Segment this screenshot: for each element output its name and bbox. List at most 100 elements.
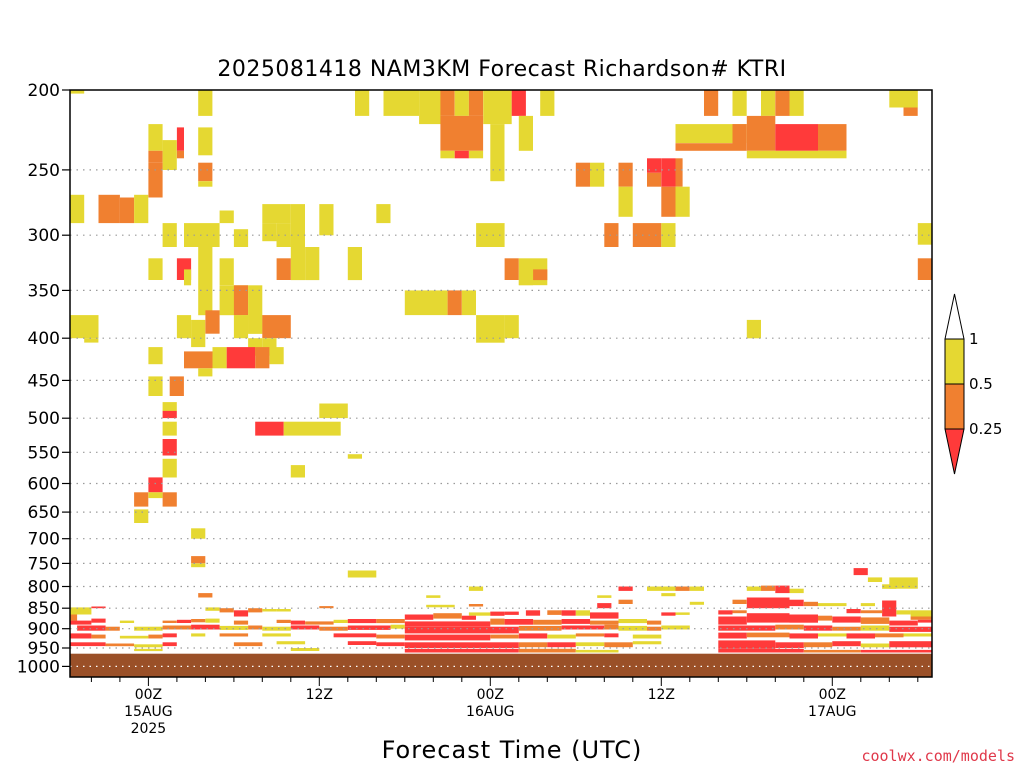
- ri-cell-red: [775, 124, 818, 151]
- ri-cell-red: [504, 619, 534, 625]
- ri-cell-yellow: [233, 315, 249, 339]
- ri-cell-orange: [704, 90, 719, 116]
- ri-cell-red: [860, 649, 932, 653]
- ri-cell-yellow: [276, 235, 291, 247]
- ri-cell-yellow: [440, 150, 455, 159]
- credit-link[interactable]: coolwx.com/models: [861, 747, 1015, 765]
- ri-cell-red: [290, 625, 320, 630]
- ri-cell-red: [461, 615, 476, 620]
- ri-cell-yellow: [518, 280, 533, 286]
- ri-cell-yellow: [198, 90, 213, 116]
- ri-cell-red: [618, 586, 633, 591]
- ri-cell-orange: [134, 492, 149, 507]
- ri-cell-yellow: [376, 204, 391, 224]
- ri-cell-yellow: [618, 186, 633, 217]
- ri-cell-orange: [440, 115, 484, 151]
- ri-cell-red: [191, 624, 220, 630]
- ri-cell-red: [162, 633, 177, 638]
- ri-cell-orange: [732, 610, 747, 614]
- ri-cell-yellow: [70, 90, 85, 94]
- ri-cell-red: [832, 616, 861, 623]
- ri-cell-red: [162, 410, 177, 419]
- ri-cell-yellow: [290, 465, 305, 478]
- ri-cell-yellow: [162, 402, 177, 411]
- ri-cell-orange: [219, 633, 249, 637]
- ri-cell-orange: [205, 310, 220, 334]
- ri-cell-red: [661, 612, 676, 616]
- plot-area: [69, 89, 933, 678]
- ri-cell-orange: [910, 616, 932, 620]
- ri-cell-yellow: [461, 290, 476, 316]
- ri-cell-red: [404, 642, 519, 648]
- ri-cell-yellow: [426, 595, 441, 598]
- ri-cell-red: [718, 640, 776, 649]
- ri-cell-red: [604, 633, 619, 638]
- ri-cell-red: [70, 620, 92, 625]
- x-tick-label: 17AUG: [808, 704, 857, 720]
- ri-cell-red: [561, 619, 591, 624]
- ri-cell-yellow: [618, 625, 647, 631]
- ri-cell-yellow: [70, 315, 99, 339]
- ri-cell-orange: [775, 90, 790, 116]
- ri-cell-yellow: [205, 607, 220, 611]
- ri-cell-yellow: [547, 634, 576, 639]
- legend-level-label: 0.5: [969, 375, 993, 393]
- ri-cell-orange: [590, 620, 619, 625]
- ri-cell-orange: [547, 610, 562, 615]
- ri-cell-yellow: [761, 90, 776, 116]
- ri-cell-yellow: [746, 150, 847, 159]
- ri-cell-red: [561, 610, 576, 616]
- ri-cell-orange: [184, 351, 213, 369]
- ri-cell-orange: [191, 556, 206, 564]
- ri-cell-orange: [575, 162, 590, 187]
- ri-cell-orange: [248, 625, 263, 630]
- ri-cell-orange: [376, 619, 405, 624]
- y-tick-label: 300: [28, 226, 60, 246]
- ri-cell-yellow: [191, 319, 206, 348]
- ri-cell-yellow: [70, 607, 92, 615]
- ri-cell-red: [490, 611, 505, 616]
- y-tick-label: 900: [28, 620, 60, 640]
- ri-cell-yellow: [262, 626, 291, 631]
- ri-cell-red: [889, 641, 932, 648]
- ri-cell-orange: [647, 172, 662, 187]
- ri-cell-orange: [661, 186, 676, 217]
- ri-cell-orange: [675, 158, 683, 187]
- ri-cell-red: [404, 614, 434, 620]
- ri-cell-orange: [775, 624, 804, 630]
- ri-cell-orange: [518, 648, 576, 653]
- ri-cell-orange: [276, 619, 291, 623]
- ri-cell-yellow: [191, 528, 206, 539]
- ri-cell-orange: [803, 601, 818, 607]
- ri-cell-orange: [70, 614, 78, 621]
- ri-cell-yellow: [490, 124, 505, 182]
- y-tick-label: 600: [28, 475, 60, 495]
- y-tick-label: 500: [28, 409, 60, 429]
- ri-cell-yellow: [860, 603, 875, 607]
- ri-cell-yellow: [540, 90, 555, 116]
- y-tick-label: 700: [28, 530, 60, 550]
- ri-cell-red: [91, 618, 106, 623]
- ri-cell-yellow: [276, 609, 291, 612]
- ri-cell-orange: [468, 604, 484, 607]
- ri-cell-orange: [647, 620, 662, 625]
- ri-cell-orange: [198, 593, 213, 598]
- ri-cell-red: [853, 568, 868, 576]
- ri-cell-red: [561, 625, 605, 630]
- ri-cell-red: [718, 632, 747, 639]
- ri-cell-yellow: [896, 610, 911, 615]
- ri-cell-yellow: [468, 612, 491, 616]
- ri-cell-yellow: [262, 633, 291, 637]
- ri-cell-orange: [746, 632, 790, 638]
- ri-cell-red: [333, 633, 377, 638]
- ri-cell-yellow: [732, 90, 747, 116]
- ri-cell-orange: [632, 223, 662, 247]
- ri-cell-yellow: [789, 90, 804, 116]
- y-tick-label: 450: [28, 371, 60, 391]
- ri-cell-orange: [675, 586, 690, 591]
- ri-cell-orange: [440, 90, 455, 116]
- ri-cell-yellow: [134, 509, 149, 523]
- ri-cell-orange: [504, 258, 519, 280]
- y-tick-label: 400: [28, 329, 60, 349]
- ri-cell-yellow: [689, 601, 704, 605]
